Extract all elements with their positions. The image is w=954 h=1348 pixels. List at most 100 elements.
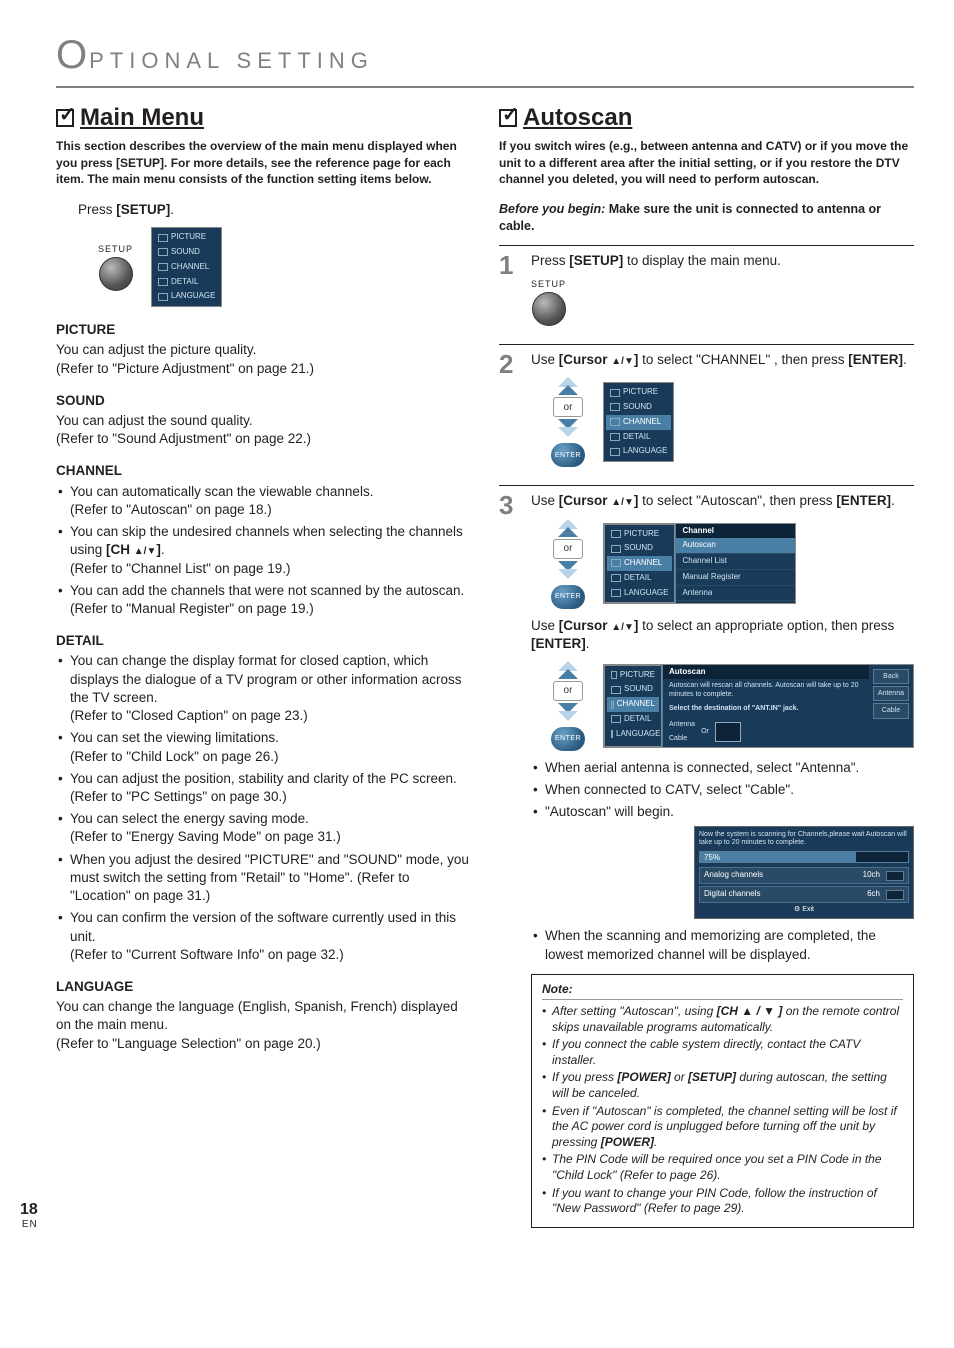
osd-item: CHANNEL: [607, 556, 672, 571]
step-number: 3: [499, 492, 521, 1227]
note-1: After setting "Autoscan", using [CH ▲ / …: [552, 1004, 903, 1035]
main-menu-intro: This section describes the overview of t…: [56, 138, 471, 187]
or-label: or: [553, 397, 583, 417]
picture-heading: PICTURE: [56, 321, 471, 339]
osd-item: CHANNEL: [607, 697, 659, 712]
note-6: If you want to change your PIN Code, fol…: [552, 1186, 903, 1217]
left-column: Main Menu This section describes the ove…: [56, 102, 471, 1228]
osd-hint2: Select the destination of "ANT.IN" jack.: [663, 702, 869, 716]
detail-item-2: You can set the viewing limitations.(Ref…: [70, 729, 471, 765]
step-number: 1: [499, 252, 521, 334]
step3-text2: Use [Cursor ] to select an appropriate o…: [531, 617, 914, 653]
main-menu-heading: Main Menu: [56, 102, 471, 134]
osd-sub-item: Antenna: [676, 586, 795, 602]
step2-text: Use [Cursor ] to select "CHANNEL" , then…: [531, 351, 914, 369]
osd-step3b: PICTURESOUNDCHANNELDETAILLANGUAGE Autosc…: [603, 664, 914, 749]
osd-item: LANGUAGE: [154, 289, 219, 304]
channel-heading: CHANNEL: [56, 462, 471, 480]
osd-antenna-label: Antenna: [669, 720, 695, 729]
osd-item: DETAIL: [607, 571, 672, 586]
osd-autoscan-header: Autoscan: [663, 665, 869, 680]
autoscan-progress: Now the system is scanning for Channels,…: [694, 826, 914, 920]
osd-item: SOUND: [607, 541, 672, 556]
osd-sub-item: Channel List: [676, 554, 795, 570]
step1-text: Press [SETUP] to display the main menu.: [531, 252, 914, 270]
step-number: 2: [499, 351, 521, 475]
cursor-down-icon: [558, 427, 578, 437]
osd-sub-item: Autoscan: [676, 538, 795, 554]
note-3: If you press [POWER] or [SETUP] during a…: [552, 1070, 903, 1101]
osd-item: SOUND: [154, 245, 219, 260]
osd-side-button: Antenna: [873, 686, 909, 701]
step3-text: Use [Cursor ] to select "Autoscan", then…: [531, 492, 914, 510]
osd-item: CHANNEL: [154, 260, 219, 275]
detail-heading: DETAIL: [56, 632, 471, 650]
picture-line1: You can adjust the picture quality.: [56, 341, 471, 359]
osd-item: DETAIL: [607, 712, 659, 727]
header-initial: O: [56, 33, 89, 77]
setup-label: SETUP: [531, 278, 566, 290]
setup-button-graphic: SETUP: [98, 243, 133, 291]
enter-button-icon: ENTER: [551, 727, 585, 751]
cursor-nav-graphic: or ENTER: [551, 377, 585, 467]
enter-button-icon: ENTER: [551, 443, 585, 467]
section-header: OPTIONAL SETTING: [56, 28, 914, 88]
osd-sub-item: Manual Register: [676, 570, 795, 586]
step3-bullets-after: When the scanning and memorizing are com…: [531, 927, 914, 963]
detail-item-4: You can select the energy saving mode.(R…: [70, 810, 471, 846]
setup-label: SETUP: [98, 243, 133, 255]
osd-main-menu: PICTURESOUNDCHANNELDETAILLANGUAGE: [151, 227, 222, 307]
osd-item: LANGUAGE: [607, 727, 659, 742]
osd-item: CHANNEL: [606, 415, 671, 430]
osd-hint1: Autoscan will rescan all channels. Autos…: [663, 679, 869, 702]
before-you-begin: Before you begin: Make sure the unit is …: [499, 201, 914, 235]
setup-circle-icon: [532, 292, 566, 326]
right-column: Autoscan If you switch wires (e.g., betw…: [499, 102, 914, 1228]
language-ref: (Refer to "Language Selection" on page 2…: [56, 1035, 471, 1053]
channel-item-1: You can automatically scan the viewable …: [70, 483, 471, 519]
step-3: 3 Use [Cursor ] to select "Autoscan", th…: [499, 485, 914, 1227]
osd-cable-label: Cable: [669, 734, 695, 743]
osd-item: LANGUAGE: [607, 586, 672, 601]
language-heading: LANGUAGE: [56, 978, 471, 996]
osd-item: PICTURE: [606, 385, 671, 400]
sound-heading: SOUND: [56, 392, 471, 410]
osd-step2: PICTURESOUNDCHANNELDETAILLANGUAGE: [603, 382, 674, 462]
check-icon: [499, 109, 517, 127]
or-label: or: [553, 539, 583, 559]
enter-button-icon: ENTER: [551, 585, 585, 609]
osd-or-label: Or: [701, 727, 709, 736]
tv-icon: [715, 722, 741, 742]
autoscan-heading: Autoscan: [499, 102, 914, 134]
step-1: 1 Press [SETUP] to display the main menu…: [499, 245, 914, 334]
osd-item: DETAIL: [606, 430, 671, 445]
header-rest: PTIONAL SETTING: [89, 48, 374, 73]
sound-ref: (Refer to "Sound Adjustment" on page 22.…: [56, 430, 471, 448]
picture-ref: (Refer to "Picture Adjustment" on page 2…: [56, 360, 471, 378]
progress-bar: 75%: [699, 851, 909, 863]
exit-label: Exit: [699, 905, 909, 914]
detail-item-1: You can change the display format for cl…: [70, 652, 471, 725]
osd-item: DETAIL: [154, 275, 219, 290]
page-lang: EN: [20, 1218, 38, 1232]
note-heading: Note:: [542, 981, 903, 1000]
language-line1: You can change the language (English, Sp…: [56, 998, 471, 1034]
main-menu-title: Main Menu: [80, 102, 204, 134]
page-number: 18 EN: [20, 1199, 38, 1232]
or-label: or: [553, 681, 583, 701]
channel-item-2: You can skip the undesired channels when…: [70, 523, 471, 578]
note-5: The PIN Code will be required once you s…: [552, 1152, 903, 1183]
autoscan-intro: If you switch wires (e.g., between anten…: [499, 138, 914, 187]
channel-list: You can automatically scan the viewable …: [56, 483, 471, 619]
osd-item: PICTURE: [607, 527, 672, 542]
digital-row: Digital channels 6ch: [699, 886, 909, 903]
note-2: If you connect the cable system directly…: [552, 1037, 903, 1068]
analog-row: Analog channels 10ch: [699, 867, 909, 884]
osd-item: SOUND: [607, 682, 659, 697]
detail-item-5: When you adjust the desired "PICTURE" an…: [70, 851, 471, 906]
step3-b1: When aerial antenna is connected, select…: [545, 759, 914, 777]
channel-item-3: You can add the channels that were not s…: [70, 582, 471, 618]
note-box: Note: After setting "Autoscan", using [C…: [531, 974, 914, 1228]
step-2: 2 Use [Cursor ] to select "CHANNEL" , th…: [499, 344, 914, 475]
step3-bullets: When aerial antenna is connected, select…: [531, 759, 914, 822]
